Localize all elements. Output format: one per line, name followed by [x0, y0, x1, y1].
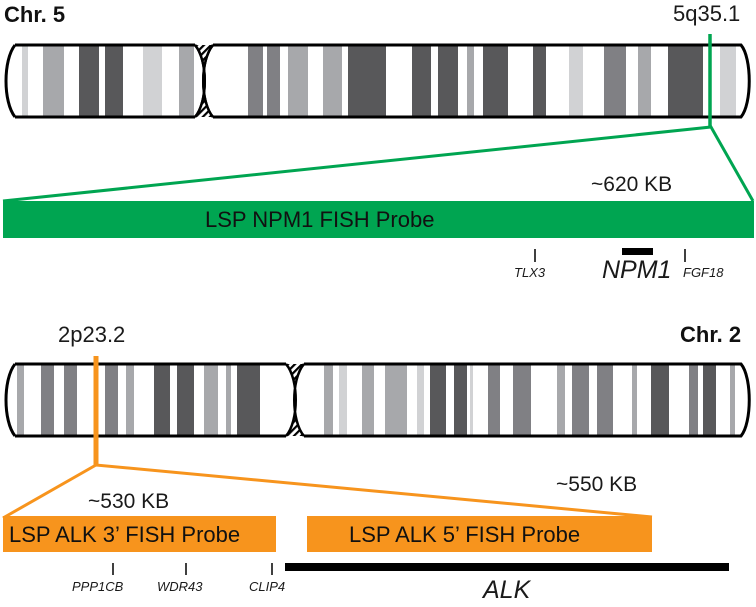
chromosome-band	[454, 365, 467, 435]
chromosome-band	[412, 46, 431, 116]
chr2-locus-zoom	[2, 356, 653, 520]
chromosome-band	[638, 46, 651, 116]
chromosome-band	[248, 46, 263, 116]
npm1-probe-size: ~620 KB	[591, 173, 673, 196]
gene-label-clip4: CLIP4	[249, 579, 286, 594]
npm1-gene-bar	[622, 248, 653, 255]
gene-label-npm1: NPM1	[602, 256, 672, 284]
chromosome-band	[430, 365, 446, 435]
alk-3-probe-bar	[3, 516, 276, 552]
npm1-probe-label: LSP NPM1 FISH Probe	[205, 207, 435, 232]
gene-label-alk: ALK	[483, 576, 531, 604]
chromosome-band	[105, 46, 123, 116]
chromosome-band	[557, 365, 565, 435]
chromosome-band	[483, 46, 508, 116]
chromosome-band	[177, 365, 194, 435]
chromosome-band	[226, 365, 231, 435]
chromosome-band	[348, 46, 386, 116]
gene-label-wdr43: WDR43	[157, 579, 203, 594]
alk-5-probe-size: ~550 KB	[556, 473, 638, 496]
chromosome-5-ideogram	[4, 43, 751, 119]
chromosome-band	[467, 46, 474, 116]
chromosome-band	[513, 365, 531, 435]
chromosome-band	[339, 365, 347, 435]
chromosome-band	[385, 365, 407, 435]
chromosome-band	[572, 365, 589, 435]
chromosome-band	[64, 365, 77, 435]
chr5-q-arm-outline	[213, 43, 751, 119]
chromosome-band	[143, 46, 162, 116]
alk-3-probe-size: ~530 KB	[88, 490, 170, 513]
chr2-title: Chr. 2	[680, 322, 742, 347]
chr5-locus-zoom	[2, 34, 755, 203]
chromosome-band	[79, 46, 99, 116]
chromosome-band	[204, 365, 218, 435]
chromosome-band	[324, 365, 333, 435]
chromosome-band	[668, 46, 703, 116]
chromosome-band	[604, 46, 626, 116]
gene-label-tlx3: TLX3	[514, 265, 546, 280]
chromosome-band	[323, 46, 342, 116]
chromosome-band	[720, 46, 736, 116]
npm1-probe-bar	[3, 201, 754, 238]
chr5-band-label: 5q35.1	[673, 1, 741, 26]
chromosome-2-ideogram	[4, 362, 751, 438]
gene-label-ppp1cb: PPP1CB	[72, 579, 124, 594]
chr2-band-label: 2p23.2	[58, 322, 126, 347]
chromosome-band	[569, 46, 583, 116]
chr5-bands	[22, 46, 736, 116]
chromosome-band	[41, 365, 54, 435]
chromosome-band	[17, 365, 24, 435]
chromosome-band	[154, 365, 170, 435]
chromosome-band	[179, 46, 194, 116]
chromosome-band	[632, 365, 637, 435]
chr2-q-arm-outline	[304, 362, 751, 438]
chromosome-band	[651, 365, 669, 435]
gene-label-fgf18: FGF18	[683, 265, 724, 280]
alk-5-probe-label: LSP ALK 5’ FISH Probe	[349, 522, 581, 547]
chr5-p-arm-outline	[4, 43, 195, 119]
chromosome-band	[730, 365, 735, 435]
chromosome-band	[126, 365, 134, 435]
chromosome-band	[438, 46, 458, 116]
chr2-centromere	[284, 363, 306, 437]
alk-gene-bar	[285, 563, 729, 571]
chromosome-band	[597, 365, 613, 435]
chromosome-band	[362, 365, 374, 435]
chromosome-band	[237, 365, 260, 435]
alk-5-probe-bar	[307, 516, 652, 552]
chromosome-band	[470, 365, 473, 435]
chromosome-band	[703, 365, 716, 435]
chromosome-band	[267, 46, 280, 116]
chromosome-band	[288, 46, 308, 116]
chr2-p-arm-outline	[4, 362, 286, 438]
chr5-centromere-edge	[193, 44, 215, 118]
chromosome-band	[488, 365, 500, 435]
chromosome-band	[533, 46, 546, 116]
alk-3-probe-label: LSP ALK 3’ FISH Probe	[9, 522, 241, 547]
chromosome-band	[22, 46, 28, 116]
chromosome-band	[105, 365, 118, 435]
chromosome-band	[689, 365, 698, 435]
chr2-bands	[17, 365, 735, 435]
chromosome-band	[417, 365, 424, 435]
chromosome-band	[43, 46, 64, 116]
chr5-title: Chr. 5	[4, 2, 66, 27]
